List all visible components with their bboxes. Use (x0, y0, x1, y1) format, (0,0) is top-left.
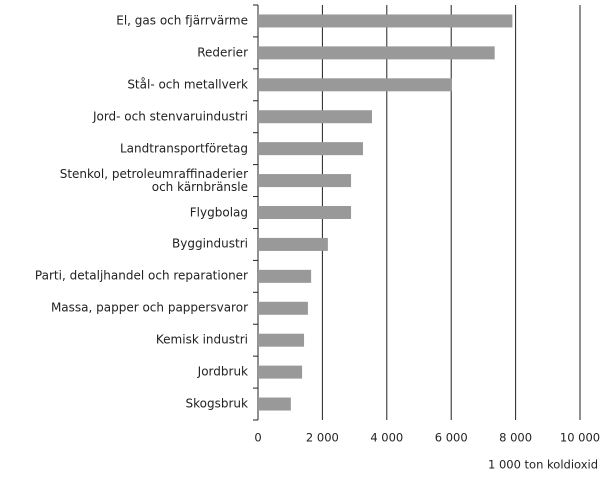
bar (258, 46, 495, 60)
bar (258, 301, 308, 315)
bar (258, 78, 452, 92)
bar (258, 14, 513, 28)
x-axis-label: 1 000 ton koldioxid (488, 458, 598, 472)
bar (258, 397, 291, 411)
bar (258, 237, 328, 251)
bar (258, 174, 352, 188)
y-tick-label: Parti, detaljhandel och reparationer (34, 268, 248, 283)
bar (258, 333, 305, 347)
x-tick-label: 2 000 (306, 431, 339, 445)
y-tick-label: Byggindustri (172, 236, 248, 251)
y-tick-label: Stenkol, petroleumraffinaderier och kärn… (59, 166, 248, 194)
x-tick-label: 8 000 (499, 431, 532, 445)
x-tick-label: 10 000 (560, 431, 600, 445)
bar (258, 365, 303, 379)
y-tick-label: Flygbolag (189, 205, 248, 219)
y-tick-label: Massa, papper och pappersvaror (50, 300, 248, 315)
y-tick-label: Jord- och stenvaruindustri (92, 109, 248, 124)
x-tick-label: 6 000 (435, 431, 468, 445)
bar (258, 269, 312, 283)
y-tick-label: Skogsbruk (185, 396, 248, 411)
x-tick-label: 0 (254, 431, 261, 445)
y-tick-label: Landtransportföretag (119, 141, 248, 156)
bar (258, 142, 363, 156)
x-tick-label: 4 000 (370, 431, 403, 445)
y-tick-label: Jordbruk (197, 364, 248, 379)
y-tick-label: El, gas och fjärrvärme (116, 13, 248, 28)
y-tick-label: Kemisk industri (155, 332, 248, 347)
bar (258, 110, 372, 124)
y-tick-label: Stål- och metallverk (127, 77, 248, 92)
bar (258, 206, 352, 219)
y-tick-label: Rederier (197, 45, 248, 60)
